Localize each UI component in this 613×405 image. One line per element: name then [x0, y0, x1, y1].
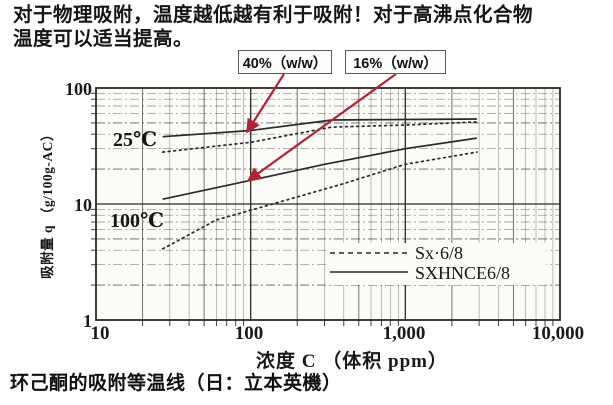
header-text: 对于物理吸附，温度越低越有利于吸附！对于高沸点化合物 温度可以适当提高。: [13, 4, 609, 51]
y-tick-10: 10: [74, 195, 92, 215]
annotation-box-16-percent: 16%（w/w）: [345, 50, 446, 74]
y-tick-1: 1: [83, 311, 92, 331]
curve-label-100c: 100℃: [110, 210, 164, 232]
legend-label-sx68: Sx·6/8: [415, 243, 464, 263]
annotation-label-40-percent: 40%（w/w）: [242, 55, 328, 72]
x-tick-100: 100: [234, 323, 264, 344]
annotation-box-40-percent: 40%（w/w）: [238, 50, 332, 74]
y-axis-title: 吸附量 q （g/100g-AC）: [40, 127, 55, 279]
legend-label-sxhnce68: SXHNCE6/8: [415, 263, 511, 283]
header-line-2: 温度可以适当提高。: [13, 28, 194, 50]
figure-caption: 环己酮的吸附等温线（日：立本英機）: [10, 373, 342, 394]
curve-label-25c: 25℃: [113, 129, 157, 151]
x-axis-title: 浓度 C （体积 ppm）: [256, 351, 448, 372]
x-tick-10000: 10,000: [531, 323, 585, 344]
x-tick-10: 10: [90, 323, 110, 344]
y-tick-100: 100: [65, 79, 92, 99]
x-tick-1000: 1,000: [382, 323, 426, 344]
annotation-label-16-percent: 16%（w/w）: [353, 55, 438, 72]
header-line-1: 对于物理吸附，温度越低越有利于吸附！对于高沸点化合物: [13, 5, 534, 26]
